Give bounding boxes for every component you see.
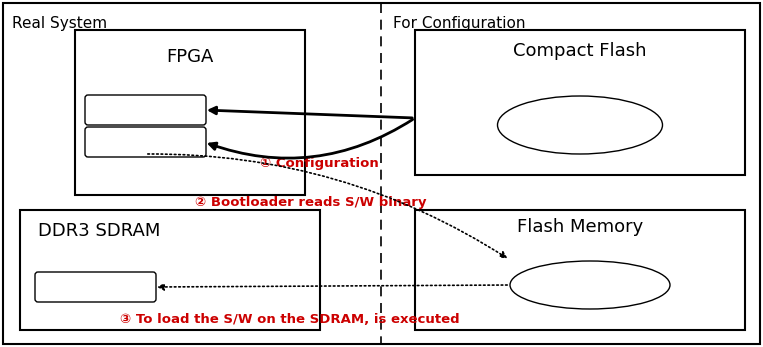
Bar [415,30,745,175]
FancyBboxPatch shape [85,95,206,125]
Text: System S/W binary: System S/W binary [534,279,646,291]
Text: Bootloader: Bootloader [113,135,177,149]
Text: Compact Flash: Compact Flash [513,42,647,60]
Text: Real System: Real System [12,16,107,31]
FancyArrowPatch shape [210,107,412,118]
Text: For Configuration: For Configuration [393,16,526,31]
FancyArrowPatch shape [210,119,413,158]
Text: FPGA: FPGA [166,48,214,66]
Text: FPGA configuration
bitstream: FPGA configuration bitstream [523,111,636,139]
Ellipse shape [497,96,662,154]
Bar [75,30,305,195]
Text: ② Bootloader reads S/W binary: ② Bootloader reads S/W binary [195,196,427,209]
Ellipse shape [510,261,670,309]
Text: Flash Memory: Flash Memory [517,218,643,236]
Text: System S/W: System S/W [60,280,130,294]
Text: ① Configuration: ① Configuration [260,157,378,170]
Bar [415,210,745,330]
Bar [20,210,320,330]
Text: DDR3 SDRAM: DDR3 SDRAM [38,222,160,240]
Text: System H/W,: System H/W, [107,103,183,117]
FancyArrowPatch shape [159,284,507,290]
FancyBboxPatch shape [35,272,156,302]
Text: ③ To load the S/W on the SDRAM, is executed: ③ To load the S/W on the SDRAM, is execu… [120,313,459,326]
FancyBboxPatch shape [85,127,206,157]
FancyArrowPatch shape [148,154,506,257]
